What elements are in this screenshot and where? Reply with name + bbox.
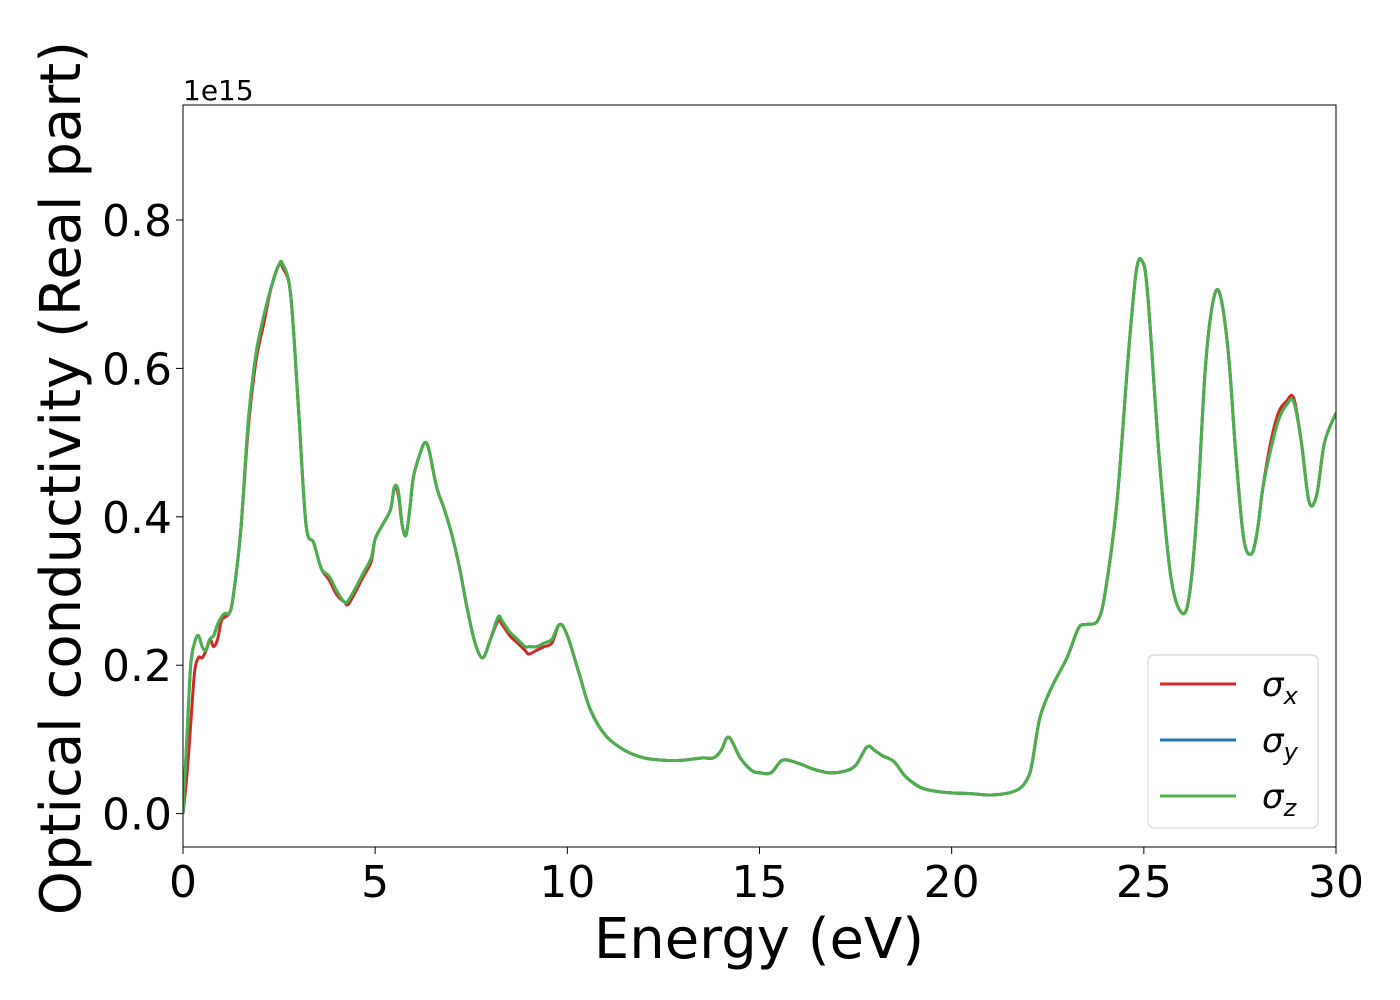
series-layer	[183, 257, 1336, 814]
y-tick-label: 0.8	[102, 196, 172, 247]
series-line-3	[183, 257, 1336, 814]
x-tick-label: 10	[539, 857, 595, 908]
y-tick-label: 0.2	[102, 641, 172, 692]
legend-label: σy	[1262, 721, 1299, 766]
offset-text: 1e15	[183, 74, 254, 107]
y-tick-label: 0.0	[102, 790, 172, 841]
x-axis: 0 5 10 15 20 25 30	[169, 847, 1364, 908]
legend: σx σy σz	[1147, 654, 1319, 829]
x-tick-label: 5	[361, 857, 389, 908]
legend-entries: σx σy σz	[1160, 665, 1299, 822]
x-tick-label: 15	[732, 857, 788, 908]
x-tick-label: 25	[1116, 857, 1172, 908]
y-tick-label: 0.6	[102, 344, 172, 395]
x-tick-label: 0	[169, 857, 197, 908]
y-axis: 0.0 0.2 0.4 0.6 0.8	[102, 196, 183, 841]
x-tick-label: 30	[1308, 857, 1364, 908]
y-axis-label: Optical conductivity (Real part)	[29, 41, 94, 915]
legend-label: σx	[1262, 665, 1299, 710]
y-tick-label: 0.4	[102, 493, 172, 544]
legend-label: σz	[1262, 777, 1298, 822]
x-axis-label: Energy (eV)	[594, 907, 924, 972]
x-tick-label: 20	[924, 857, 980, 908]
